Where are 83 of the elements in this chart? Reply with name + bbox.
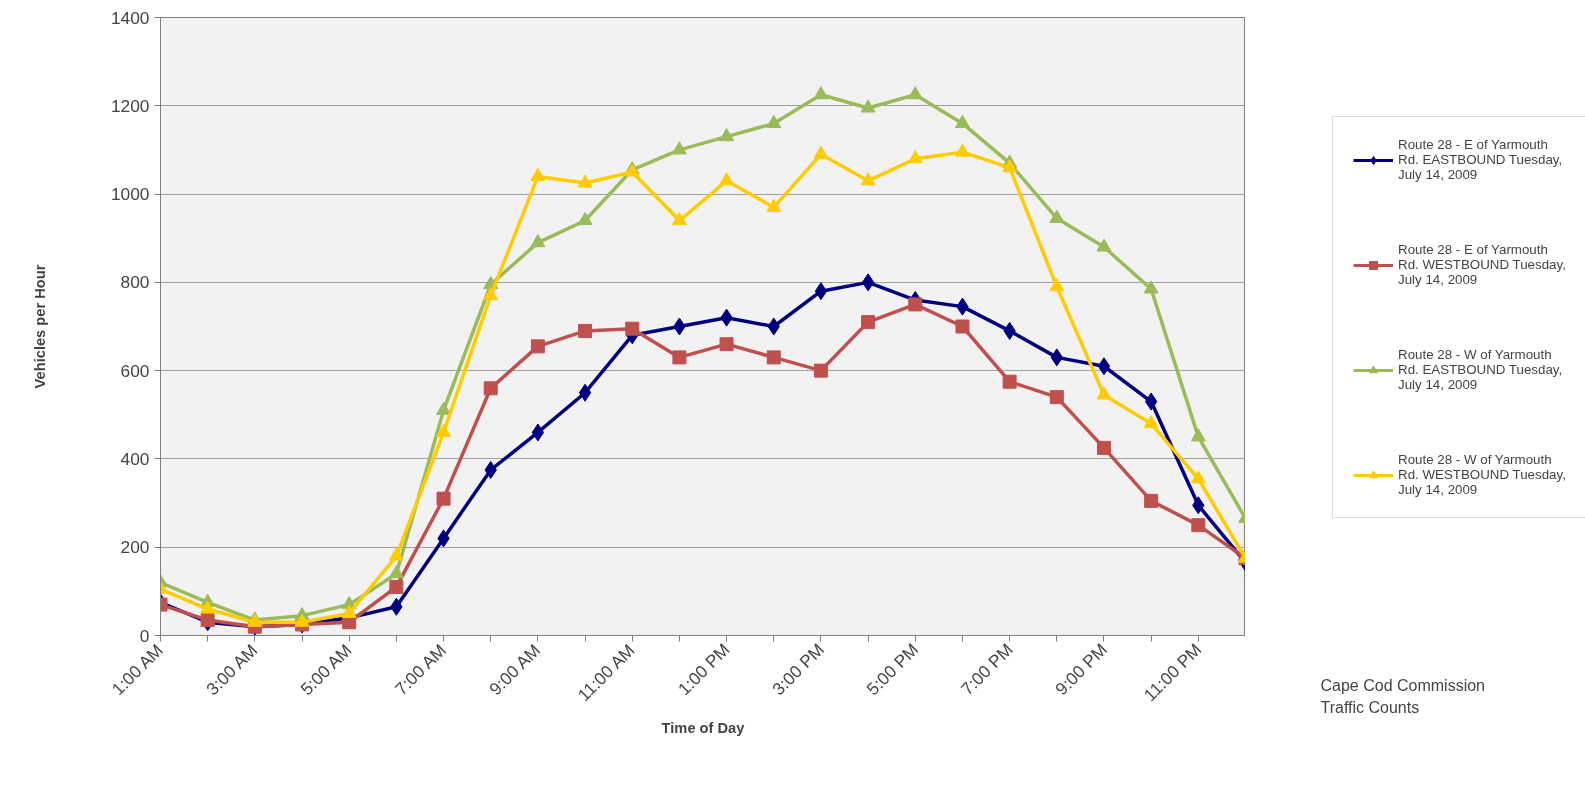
point bbox=[531, 423, 545, 442]
point bbox=[813, 363, 828, 378]
point bbox=[294, 613, 310, 627]
point bbox=[814, 282, 828, 301]
y-tick-label: 0 bbox=[139, 625, 150, 646]
legend-label: Route 28 - W of Yarmouth Rd. WESTBOUND Tuesday, July 14, 2009 bbox=[1398, 452, 1566, 497]
y-tick-label: 800 bbox=[120, 272, 150, 293]
y-tick-label: 200 bbox=[120, 537, 150, 558]
x-axis-title: Time of Day bbox=[661, 720, 746, 737]
point bbox=[672, 350, 687, 365]
x-tick-label: 3:00 AM bbox=[202, 640, 262, 700]
x-tick-label: 7:00 AM bbox=[390, 640, 450, 700]
point bbox=[436, 491, 451, 506]
point bbox=[1049, 390, 1064, 405]
y-tick-label: 1400 bbox=[110, 7, 150, 28]
point bbox=[955, 319, 970, 334]
point bbox=[766, 350, 781, 365]
point bbox=[860, 99, 876, 113]
point bbox=[530, 339, 545, 354]
point bbox=[1143, 280, 1159, 294]
point bbox=[530, 234, 546, 248]
y-tick-label: 1000 bbox=[110, 184, 150, 205]
point bbox=[1191, 518, 1206, 533]
point bbox=[1096, 238, 1112, 252]
point bbox=[577, 174, 593, 188]
point bbox=[1049, 209, 1065, 223]
point bbox=[907, 150, 923, 164]
point bbox=[1096, 386, 1112, 400]
point bbox=[1002, 374, 1017, 389]
point bbox=[954, 143, 970, 157]
point bbox=[1002, 159, 1018, 173]
x-tick-label: 9:00 PM bbox=[1051, 639, 1112, 700]
y-tick-label: 400 bbox=[120, 448, 150, 469]
point bbox=[388, 565, 404, 579]
point bbox=[719, 172, 735, 186]
x-tick-label: 5:00 AM bbox=[296, 640, 356, 700]
point bbox=[436, 423, 452, 437]
point bbox=[1144, 392, 1158, 411]
point bbox=[1097, 357, 1111, 376]
point bbox=[719, 337, 734, 352]
point bbox=[1190, 428, 1206, 442]
point bbox=[766, 114, 782, 128]
point bbox=[483, 381, 498, 396]
x-tick-label: 1:00 PM bbox=[673, 639, 734, 700]
point bbox=[813, 145, 829, 159]
point bbox=[954, 114, 970, 128]
point bbox=[861, 315, 876, 330]
legend-label: Route 28 - W of Yarmouth Rd. EASTBOUND Tuesday, July 14, 2009 bbox=[1398, 347, 1563, 392]
x-tick-label: 7:00 PM bbox=[956, 639, 1017, 700]
point bbox=[671, 211, 687, 226]
point bbox=[1096, 440, 1111, 455]
point bbox=[671, 141, 687, 155]
x-tick-label: 5:00 PM bbox=[862, 639, 923, 700]
x-tick-label: 9:00 AM bbox=[485, 640, 545, 700]
point bbox=[766, 198, 782, 212]
point bbox=[908, 297, 923, 312]
y-tick-label: 600 bbox=[120, 360, 150, 381]
legend-label: Route 28 - E of Yarmouth Rd. EASTBOUND Tuesday, July 14, 2009 bbox=[1398, 137, 1563, 182]
y-tick-label: 1200 bbox=[110, 95, 150, 116]
point bbox=[1144, 493, 1159, 508]
x-tick-label: 3:00 PM bbox=[768, 639, 829, 700]
point bbox=[341, 604, 357, 618]
point bbox=[578, 383, 592, 402]
point bbox=[200, 613, 215, 628]
text: Cape Cod Commission Traffic Counts bbox=[1320, 677, 1486, 717]
point bbox=[907, 86, 923, 100]
point bbox=[577, 211, 593, 226]
point bbox=[719, 128, 735, 142]
point bbox=[860, 172, 876, 186]
point bbox=[861, 273, 875, 292]
point bbox=[625, 321, 640, 336]
legend-label: Route 28 - E of Yarmouth Rd. WESTBOUND Tuesday, July 14, 2009 bbox=[1398, 242, 1566, 287]
point bbox=[200, 600, 216, 614]
point bbox=[1190, 470, 1206, 484]
point bbox=[1049, 278, 1065, 292]
point bbox=[578, 323, 593, 338]
point bbox=[1143, 415, 1159, 429]
point bbox=[388, 547, 404, 561]
y-axis-title: Vehicles per Hour bbox=[31, 264, 48, 389]
point bbox=[483, 287, 499, 301]
point bbox=[389, 579, 404, 594]
point bbox=[813, 86, 829, 100]
point bbox=[530, 167, 546, 181]
